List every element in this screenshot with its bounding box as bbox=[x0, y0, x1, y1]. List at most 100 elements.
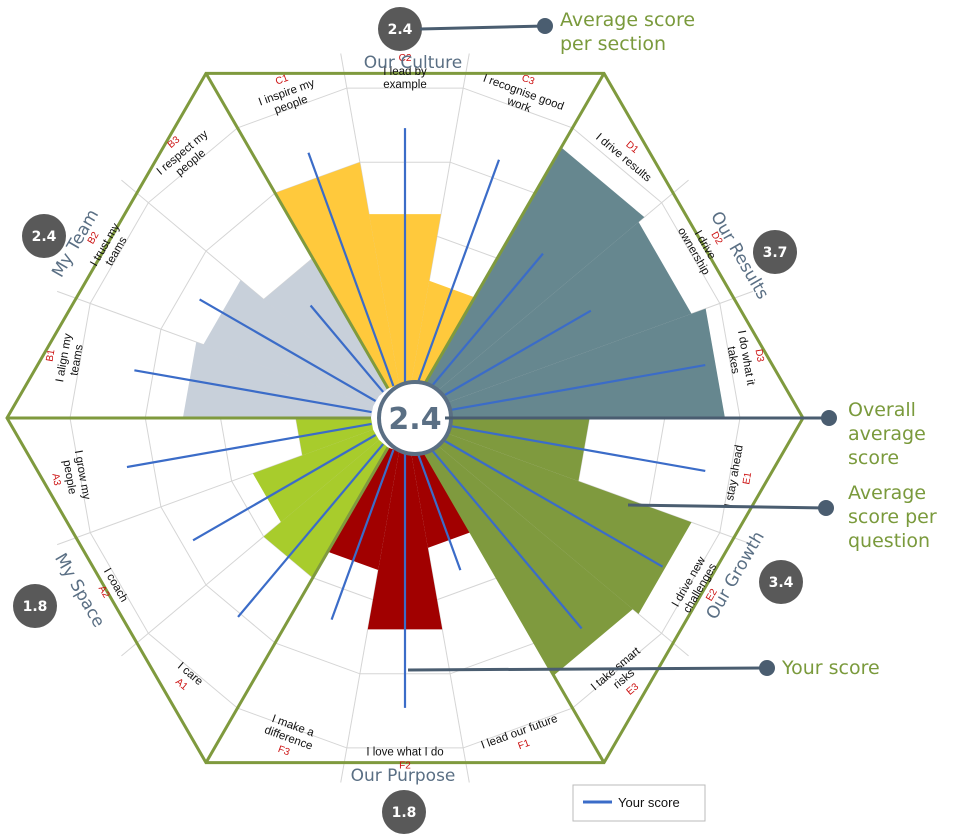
callout-section-average-text: per section bbox=[560, 33, 666, 55]
section-badge-value: 2.4 bbox=[388, 22, 413, 38]
your-score-line-c1 bbox=[307, 152, 395, 387]
question-text: example bbox=[383, 79, 426, 91]
your-score-line-d2 bbox=[433, 309, 592, 402]
average-bar-d1 bbox=[422, 147, 645, 397]
your-score-line-d1 bbox=[426, 252, 544, 393]
callout-overall-average-dot bbox=[821, 410, 837, 426]
your-score-line-d3 bbox=[438, 363, 706, 414]
average-bar-b1 bbox=[182, 342, 374, 418]
average-bar-d2 bbox=[431, 222, 692, 407]
section-badge-c bbox=[378, 7, 422, 51]
callout-your-score-dot bbox=[759, 660, 775, 676]
average-bar-e1 bbox=[436, 418, 590, 482]
question-code: C1 bbox=[274, 73, 290, 88]
legend-label: Your score bbox=[618, 795, 680, 810]
section-average-badges: 2.4 3.7 3.4 1.8 1.8 2.4 bbox=[13, 7, 803, 834]
question-text: I lead by bbox=[383, 66, 427, 78]
callout-question-average-text: Average bbox=[848, 482, 926, 504]
callout-section-average-dot bbox=[537, 18, 553, 34]
section-badge-d bbox=[753, 230, 797, 274]
average-bar-e3 bbox=[422, 439, 633, 676]
average-bar-a2 bbox=[252, 429, 379, 523]
callout-section-average-line bbox=[419, 24, 546, 31]
your-score-line-f3 bbox=[330, 449, 395, 621]
question-code: F2 bbox=[399, 761, 411, 772]
callout-question-average-text: score per bbox=[848, 506, 937, 528]
callout-overall-average-text: Overall bbox=[848, 399, 916, 421]
question-code: B2 bbox=[86, 230, 102, 246]
question-code: A3 bbox=[49, 473, 62, 487]
question-code: F3 bbox=[276, 744, 291, 758]
question-code: C3 bbox=[520, 73, 536, 88]
question-code: E2 bbox=[704, 587, 720, 603]
your-score-line-f1 bbox=[415, 449, 462, 571]
callout-question-average-text: question bbox=[848, 530, 930, 552]
question-code: C2 bbox=[399, 53, 412, 64]
question-text: I love what I do bbox=[366, 747, 443, 759]
question-label-f2: I love what I do F2 bbox=[366, 747, 443, 772]
your-score-line-e3 bbox=[426, 443, 583, 630]
callout-question-average-dot bbox=[818, 500, 834, 516]
question-code: E1 bbox=[741, 471, 754, 485]
legend: Your score bbox=[572, 784, 706, 822]
callout-your-score-line bbox=[407, 666, 768, 672]
average-bar-c1 bbox=[275, 162, 400, 389]
section-divider bbox=[420, 72, 606, 390]
average-bar-d3 bbox=[436, 308, 725, 418]
question-text: teams bbox=[68, 343, 85, 376]
section-badge-value: 2.4 bbox=[32, 229, 57, 245]
your-score-line-a2 bbox=[192, 434, 377, 542]
your-score-line-a3 bbox=[126, 422, 372, 469]
section-badge-e bbox=[759, 560, 803, 604]
section-name-f: Our Purpose bbox=[351, 766, 456, 786]
your-score-line-b3 bbox=[309, 304, 384, 393]
average-score-bars bbox=[182, 147, 725, 676]
question-code: B1 bbox=[44, 348, 57, 362]
question-text: I drive results bbox=[593, 131, 653, 184]
section-badge-f bbox=[382, 790, 426, 834]
section-divider bbox=[204, 446, 390, 764]
section-divider bbox=[204, 72, 390, 390]
callout-overall-average-text: score bbox=[848, 447, 899, 469]
your-score-line-c3 bbox=[415, 159, 501, 387]
question-code: D3 bbox=[753, 348, 766, 363]
callout-overall-average-text: average bbox=[848, 423, 926, 445]
overall-average: 2.4 bbox=[377, 380, 453, 456]
average-bar-e2 bbox=[431, 429, 692, 614]
section-name-c: Our Culture bbox=[364, 53, 462, 73]
your-score-line-b1 bbox=[134, 369, 372, 414]
average-bar-c3 bbox=[410, 280, 475, 389]
section-divider bbox=[420, 446, 606, 764]
question-code: F1 bbox=[517, 738, 532, 752]
section-badge-a bbox=[13, 584, 57, 628]
your-score-line-e1 bbox=[438, 422, 706, 473]
callout-section-average-text: Average score bbox=[560, 9, 695, 31]
section-badge-value: 1.8 bbox=[392, 805, 417, 821]
your-score-lines bbox=[126, 128, 706, 708]
section-badge-b bbox=[22, 214, 66, 258]
question-code: A2 bbox=[96, 584, 112, 600]
question-text: takes bbox=[725, 346, 742, 375]
average-bar-b2 bbox=[203, 280, 379, 407]
your-score-line-e2 bbox=[433, 434, 664, 568]
section-badge-value: 1.8 bbox=[23, 599, 48, 615]
callout-your-score-text: Your score bbox=[781, 657, 880, 679]
section-badge-value: 3.7 bbox=[763, 245, 788, 261]
section-badge-value: 3.4 bbox=[769, 575, 794, 591]
your-score-line-a1 bbox=[237, 443, 384, 618]
average-bar-f3 bbox=[327, 447, 400, 571]
callout-question-average-line bbox=[627, 503, 827, 510]
question-text: people bbox=[60, 459, 78, 495]
